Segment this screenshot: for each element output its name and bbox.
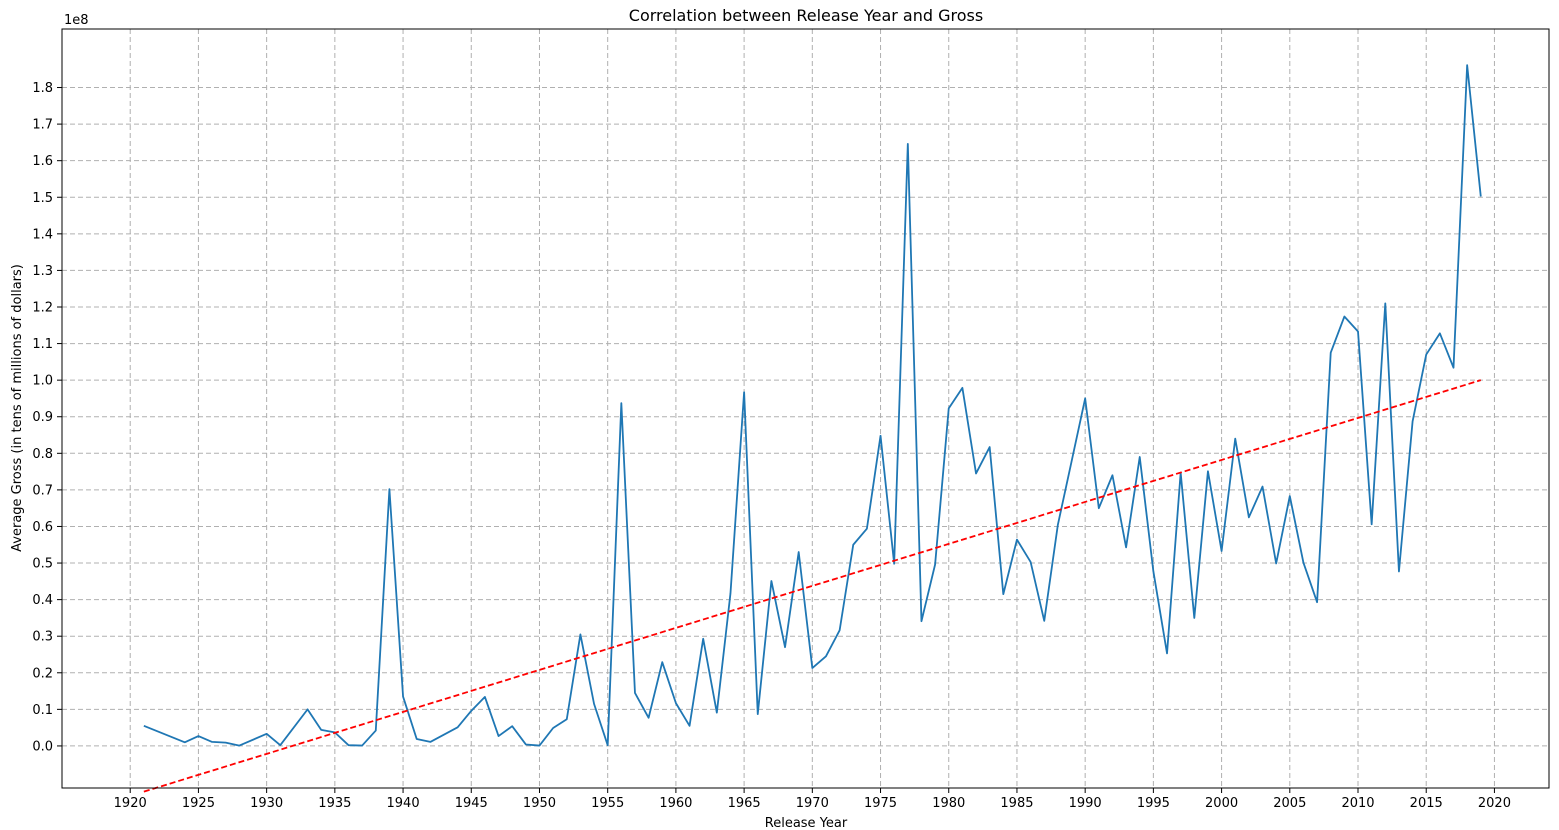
- y-tick-label: 0.1: [32, 703, 53, 718]
- x-tick-label: 1930: [250, 796, 283, 811]
- x-tick-label: 1925: [182, 796, 215, 811]
- y-tick-label: 0.7: [32, 483, 53, 498]
- y-tick-label: 0.3: [32, 630, 53, 645]
- axes: 1920 1925 1930 1935 1940 1945 1950 1955 1960 1965…: [32, 81, 1511, 811]
- y-tick-label: 1.4: [32, 227, 53, 242]
- y-axis-title: Average Gross (in tens of millions of do…: [10, 264, 25, 552]
- y-tick-label: 1.8: [32, 81, 53, 96]
- x-tick-label: 2010: [1341, 796, 1374, 811]
- y-tick-label: 0.0: [32, 739, 53, 754]
- y-tick-label: 0.6: [32, 520, 53, 535]
- x-tick-label: 1955: [591, 796, 624, 811]
- x-tick-label: 1920: [114, 796, 147, 811]
- y-tick-label: 1.0: [32, 374, 53, 389]
- x-tick-label: 1985: [1000, 796, 1033, 811]
- y-tick-label: 0.8: [32, 447, 53, 462]
- x-tick-label: 1935: [318, 796, 351, 811]
- average-gross-line: [143, 64, 1482, 747]
- y-tick-label: 0.2: [32, 666, 53, 681]
- y-tick-label: 1.1: [32, 337, 53, 352]
- x-tick-label: 2020: [1478, 796, 1511, 811]
- y-tick-label: 0.9: [32, 410, 53, 425]
- plot-area-frame: [61, 28, 1550, 789]
- y-offset-label: 1e8: [64, 13, 89, 28]
- trend-line: [143, 379, 1482, 793]
- y-tick-label: 1.5: [32, 191, 53, 206]
- x-axis-title: Release Year: [765, 816, 848, 830]
- x-tick-label: 1940: [387, 796, 420, 811]
- y-tick-label: 0.4: [32, 593, 53, 608]
- x-tick-label: 1980: [932, 796, 965, 811]
- y-tick-label: 0.5: [32, 557, 53, 572]
- x-tick-label: 1990: [1069, 796, 1102, 811]
- x-tick-label: 1945: [455, 796, 488, 811]
- y-tick-label: 1.7: [32, 118, 53, 133]
- x-tick-label: 2005: [1273, 796, 1306, 811]
- y-tick-label: 1.3: [32, 264, 53, 279]
- y-tick-label: 1.2: [32, 300, 53, 315]
- series: [143, 64, 1482, 793]
- x-tick-label: 1950: [523, 796, 556, 811]
- x-tick-label: 2000: [1205, 796, 1238, 811]
- x-tick-label: 1995: [1137, 796, 1170, 811]
- x-tick-label: 2015: [1410, 796, 1443, 811]
- x-tick-label: 1970: [796, 796, 829, 811]
- chart-title: Correlation between Release Year and Gro…: [629, 6, 983, 25]
- x-tick-label: 1965: [728, 796, 761, 811]
- x-tick-label: 1975: [864, 796, 897, 811]
- y-tick-label: 1.6: [32, 154, 53, 169]
- x-tick-label: 1960: [659, 796, 692, 811]
